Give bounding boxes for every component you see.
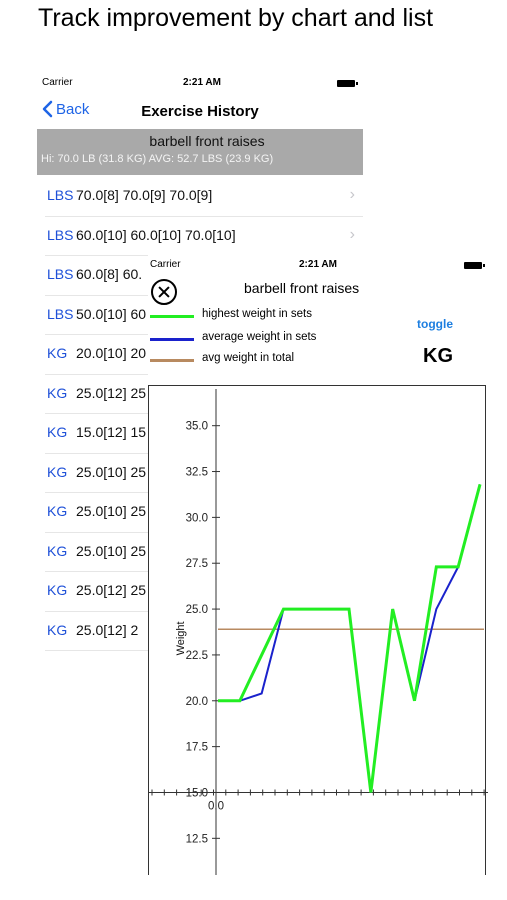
y-tick-label: 15.0 xyxy=(186,787,208,799)
close-icon[interactable] xyxy=(151,279,177,305)
unit-label: KG xyxy=(423,345,453,367)
sets-text: 25.0[10] 25 xyxy=(76,542,147,559)
series-average-line xyxy=(218,484,481,793)
toggle-button[interactable]: toggle xyxy=(417,317,453,331)
list-item[interactable]: LBS 70.0[8] 70.0[9] 70.0[9] › xyxy=(45,177,363,217)
unit-label: LBS xyxy=(47,187,74,203)
status-time: 2:21 AM xyxy=(299,259,337,270)
nav-bar: Back Exercise History xyxy=(37,96,363,126)
unit-label: LBS xyxy=(47,305,74,322)
sets-text: 60.0[10] 60.0[10] 70.0[10] xyxy=(76,226,236,243)
unit-label: KG xyxy=(47,542,68,559)
sets-text: 20.0[10] 20 xyxy=(76,345,147,361)
unit-label: KG xyxy=(47,424,68,440)
unit-label: LBS xyxy=(47,266,74,282)
back-label: Back xyxy=(56,100,90,118)
exercise-name: barbell front raises xyxy=(149,133,265,149)
legend-swatch xyxy=(150,359,194,362)
unit-label: KG xyxy=(47,463,68,480)
unit-label: KG xyxy=(47,503,68,519)
y-tick-label: 35.0 xyxy=(186,421,208,433)
sets-text: 60.0[8] 60. xyxy=(76,266,143,282)
y-tick-label: 32.5 xyxy=(186,467,208,479)
sets-text: 25.0[10] 25 xyxy=(76,463,147,480)
y-tick-label: 27.5 xyxy=(186,558,208,570)
sets-text: 25.0[12] 2 xyxy=(76,621,139,638)
sets-text: 50.0[10] 60 xyxy=(76,305,147,322)
y-tick-label: 20.0 xyxy=(186,696,208,708)
exercise-summary: barbell front raises Hi: 70.0 LB (31.8 K… xyxy=(37,129,363,175)
legend-label: average weight in sets xyxy=(202,331,317,343)
battery-icon xyxy=(337,80,358,87)
weight-chart: 12.5 15.0 17.5 20.0 22.5 25.0 27.5 30.0 32.5 35.0… xyxy=(148,385,488,875)
carrier-label: Carrier xyxy=(150,259,181,270)
sets-text: 25.0[12] 25 xyxy=(76,384,147,401)
y-tick-label: 17.5 xyxy=(186,742,208,754)
sets-text: 15.0[12] 15 xyxy=(76,424,147,440)
carrier-label: Carrier xyxy=(42,77,73,88)
unit-label: KG xyxy=(47,345,68,361)
status-bar: Carrier 2:21 AM xyxy=(37,76,363,90)
sets-text: 25.0[12] 25 xyxy=(76,582,147,598)
chevron-left-icon xyxy=(42,100,53,118)
unit-label: KG xyxy=(47,582,68,598)
legend-label: avg weight in total xyxy=(202,352,295,364)
battery-icon xyxy=(464,262,485,269)
y-tick-label: 22.5 xyxy=(186,650,208,662)
y-tick-label: 12.5 xyxy=(186,833,208,845)
unit-label: KG xyxy=(47,384,68,401)
list-item[interactable]: LBS 60.0[10] 60.0[10] 70.0[10] › xyxy=(45,217,363,256)
unit-label: KG xyxy=(47,621,68,638)
y-tick-label: 25.0 xyxy=(186,604,208,616)
x-tick-label: 0.0 xyxy=(208,800,224,812)
list-item[interactable]: KG 25.0[12] 2 xyxy=(45,612,363,651)
exercise-stats: Hi: 70.0 LB (31.8 KG) AVG: 52.7 LBS (23.… xyxy=(41,153,274,165)
chart-status-bar: Carrier 2:21 AM xyxy=(148,258,488,272)
sets-text: 25.0[10] 25 xyxy=(76,503,147,519)
y-tick-label: 30.0 xyxy=(186,512,208,524)
chart-overlay: Carrier 2:21 AM barbell front raises hig… xyxy=(148,255,488,875)
plot-frame xyxy=(148,385,486,875)
legend-swatch xyxy=(150,338,194,341)
chevron-right-icon: › xyxy=(349,225,355,243)
status-time: 2:21 AM xyxy=(183,77,221,88)
headline: Track improvement by chart and list xyxy=(38,4,434,32)
y-axis-label: Weight xyxy=(175,621,187,655)
unit-label: LBS xyxy=(47,226,74,243)
legend-label: highest weight in sets xyxy=(202,308,312,320)
page-title: Exercise History xyxy=(141,103,259,120)
sets-text: 70.0[8] 70.0[9] 70.0[9] xyxy=(76,187,213,203)
back-button[interactable]: Back xyxy=(42,100,89,118)
chart-title: barbell front raises xyxy=(244,280,360,296)
legend-swatch xyxy=(150,315,194,318)
series-highest-line xyxy=(218,483,482,793)
chevron-right-icon: › xyxy=(349,186,355,203)
